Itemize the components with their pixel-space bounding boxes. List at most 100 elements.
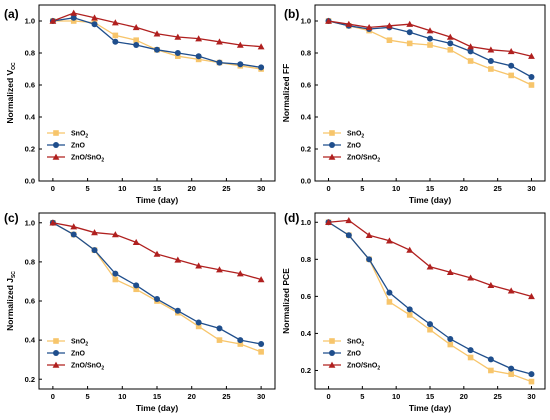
data-point bbox=[70, 223, 78, 230]
data-point bbox=[258, 349, 264, 355]
y-tick-label: 0.2 bbox=[301, 366, 311, 375]
y-axis-title: Normalized JSC bbox=[5, 271, 17, 331]
panel-label: (c) bbox=[4, 211, 19, 225]
legend-label: SnO2 bbox=[347, 339, 364, 348]
x-tick-label: 15 bbox=[153, 184, 161, 193]
x-tick-label: 5 bbox=[86, 392, 90, 401]
data-point bbox=[406, 20, 414, 27]
data-point bbox=[133, 286, 139, 293]
data-point bbox=[216, 38, 223, 45]
x-tick-label: 20 bbox=[188, 392, 196, 401]
data-point bbox=[447, 47, 454, 53]
legend-marker bbox=[53, 350, 59, 356]
data-point bbox=[386, 22, 393, 29]
data-point bbox=[112, 270, 119, 277]
data-point bbox=[406, 312, 413, 318]
data-point bbox=[467, 274, 474, 281]
series-line-1 bbox=[52, 20, 262, 70]
panel-label: (b) bbox=[284, 7, 299, 21]
y-tick-label: 0.4 bbox=[25, 336, 36, 345]
data-point bbox=[195, 53, 202, 60]
data-point bbox=[508, 62, 515, 69]
x-tick-label: 20 bbox=[460, 184, 468, 193]
x-tick-label: 10 bbox=[118, 184, 126, 193]
data-point bbox=[111, 19, 119, 26]
legend-marker bbox=[328, 361, 336, 368]
series-line-3 bbox=[52, 12, 262, 48]
legend-label: SnO2 bbox=[347, 131, 364, 140]
data-point bbox=[133, 37, 139, 43]
data-point bbox=[132, 24, 140, 31]
data-point bbox=[236, 41, 244, 48]
legend-marker bbox=[329, 350, 335, 356]
y-tick-label: 0.6 bbox=[25, 81, 35, 90]
chart-panel-2: (b) 0 5 10 15 20 25 30 0.0 0.2 0.4 0.6 0.8 1.0 Time (d… bbox=[281, 4, 546, 205]
data-point bbox=[528, 292, 535, 300]
data-point bbox=[345, 20, 353, 27]
data-point bbox=[467, 43, 474, 50]
legend-label: ZnO/SnO2 bbox=[71, 155, 104, 164]
data-point bbox=[49, 219, 57, 226]
data-point bbox=[406, 306, 413, 313]
data-point bbox=[325, 218, 332, 225]
legend-marker bbox=[53, 130, 59, 136]
x-tick-label: 25 bbox=[493, 392, 501, 401]
x-tick-label: 10 bbox=[118, 392, 126, 401]
data-point bbox=[487, 46, 495, 53]
data-point bbox=[49, 17, 57, 24]
y-tick-label: 1.0 bbox=[25, 218, 35, 227]
data-point bbox=[426, 263, 434, 270]
data-point bbox=[154, 46, 160, 53]
y-tick-label: 0.8 bbox=[301, 49, 311, 58]
legend-marker bbox=[328, 153, 336, 160]
data-point bbox=[427, 42, 433, 48]
legend-label: ZnO bbox=[347, 143, 362, 150]
y-tick-label: 0.8 bbox=[301, 255, 311, 264]
data-point bbox=[216, 337, 223, 343]
legend-label: ZnO bbox=[347, 351, 362, 358]
data-point bbox=[112, 38, 119, 45]
data-point bbox=[237, 341, 244, 347]
y-tick-label: 0.6 bbox=[301, 292, 311, 301]
y-axis-title: Normalized PCE bbox=[281, 268, 291, 334]
series-line-2 bbox=[52, 17, 262, 69]
x-tick-label: 5 bbox=[360, 392, 364, 401]
y-tick-label: 0.4 bbox=[301, 329, 312, 338]
data-point bbox=[427, 326, 433, 333]
data-point bbox=[447, 341, 454, 348]
data-point bbox=[386, 289, 393, 296]
legend-marker bbox=[329, 338, 335, 344]
data-point bbox=[427, 35, 433, 42]
y-axis-title: Normalized VOC bbox=[5, 62, 17, 124]
x-axis-title: Time (day) bbox=[136, 403, 179, 413]
chart-panel-3: (c) 0 5 10 15 20 25 30 0.2 0.4 0.6 0.8 1.0 Time (day)… bbox=[4, 211, 276, 413]
y-tick-label: 0.4 bbox=[301, 113, 312, 122]
data-point bbox=[91, 247, 98, 254]
data-point bbox=[70, 14, 77, 21]
legend-label: SnO2 bbox=[71, 131, 88, 140]
x-tick-label: 30 bbox=[527, 184, 535, 193]
data-point bbox=[467, 58, 474, 64]
data-point bbox=[366, 256, 373, 263]
data-point bbox=[216, 325, 223, 332]
data-point bbox=[174, 33, 182, 40]
data-point bbox=[427, 321, 433, 328]
x-tick-label: 0 bbox=[51, 392, 55, 401]
data-point bbox=[258, 64, 265, 71]
data-point bbox=[112, 32, 119, 39]
legend-marker bbox=[53, 338, 59, 344]
data-point bbox=[365, 24, 373, 31]
y-tick-label: 1.0 bbox=[301, 17, 311, 26]
x-tick-label: 25 bbox=[222, 184, 230, 193]
y-tick-label: 0.2 bbox=[301, 145, 311, 154]
data-point bbox=[195, 56, 202, 63]
legend-label: ZnO/SnO2 bbox=[347, 363, 380, 372]
data-point bbox=[112, 276, 119, 283]
data-point bbox=[487, 281, 495, 288]
data-point bbox=[133, 282, 140, 289]
data-point bbox=[508, 365, 515, 372]
data-point bbox=[91, 14, 98, 21]
chart-panel-4: (d) 0 5 10 15 20 25 30 0.2 0.4 0.6 0.8 1.0 Time (day)… bbox=[281, 211, 546, 413]
data-point bbox=[153, 250, 161, 257]
